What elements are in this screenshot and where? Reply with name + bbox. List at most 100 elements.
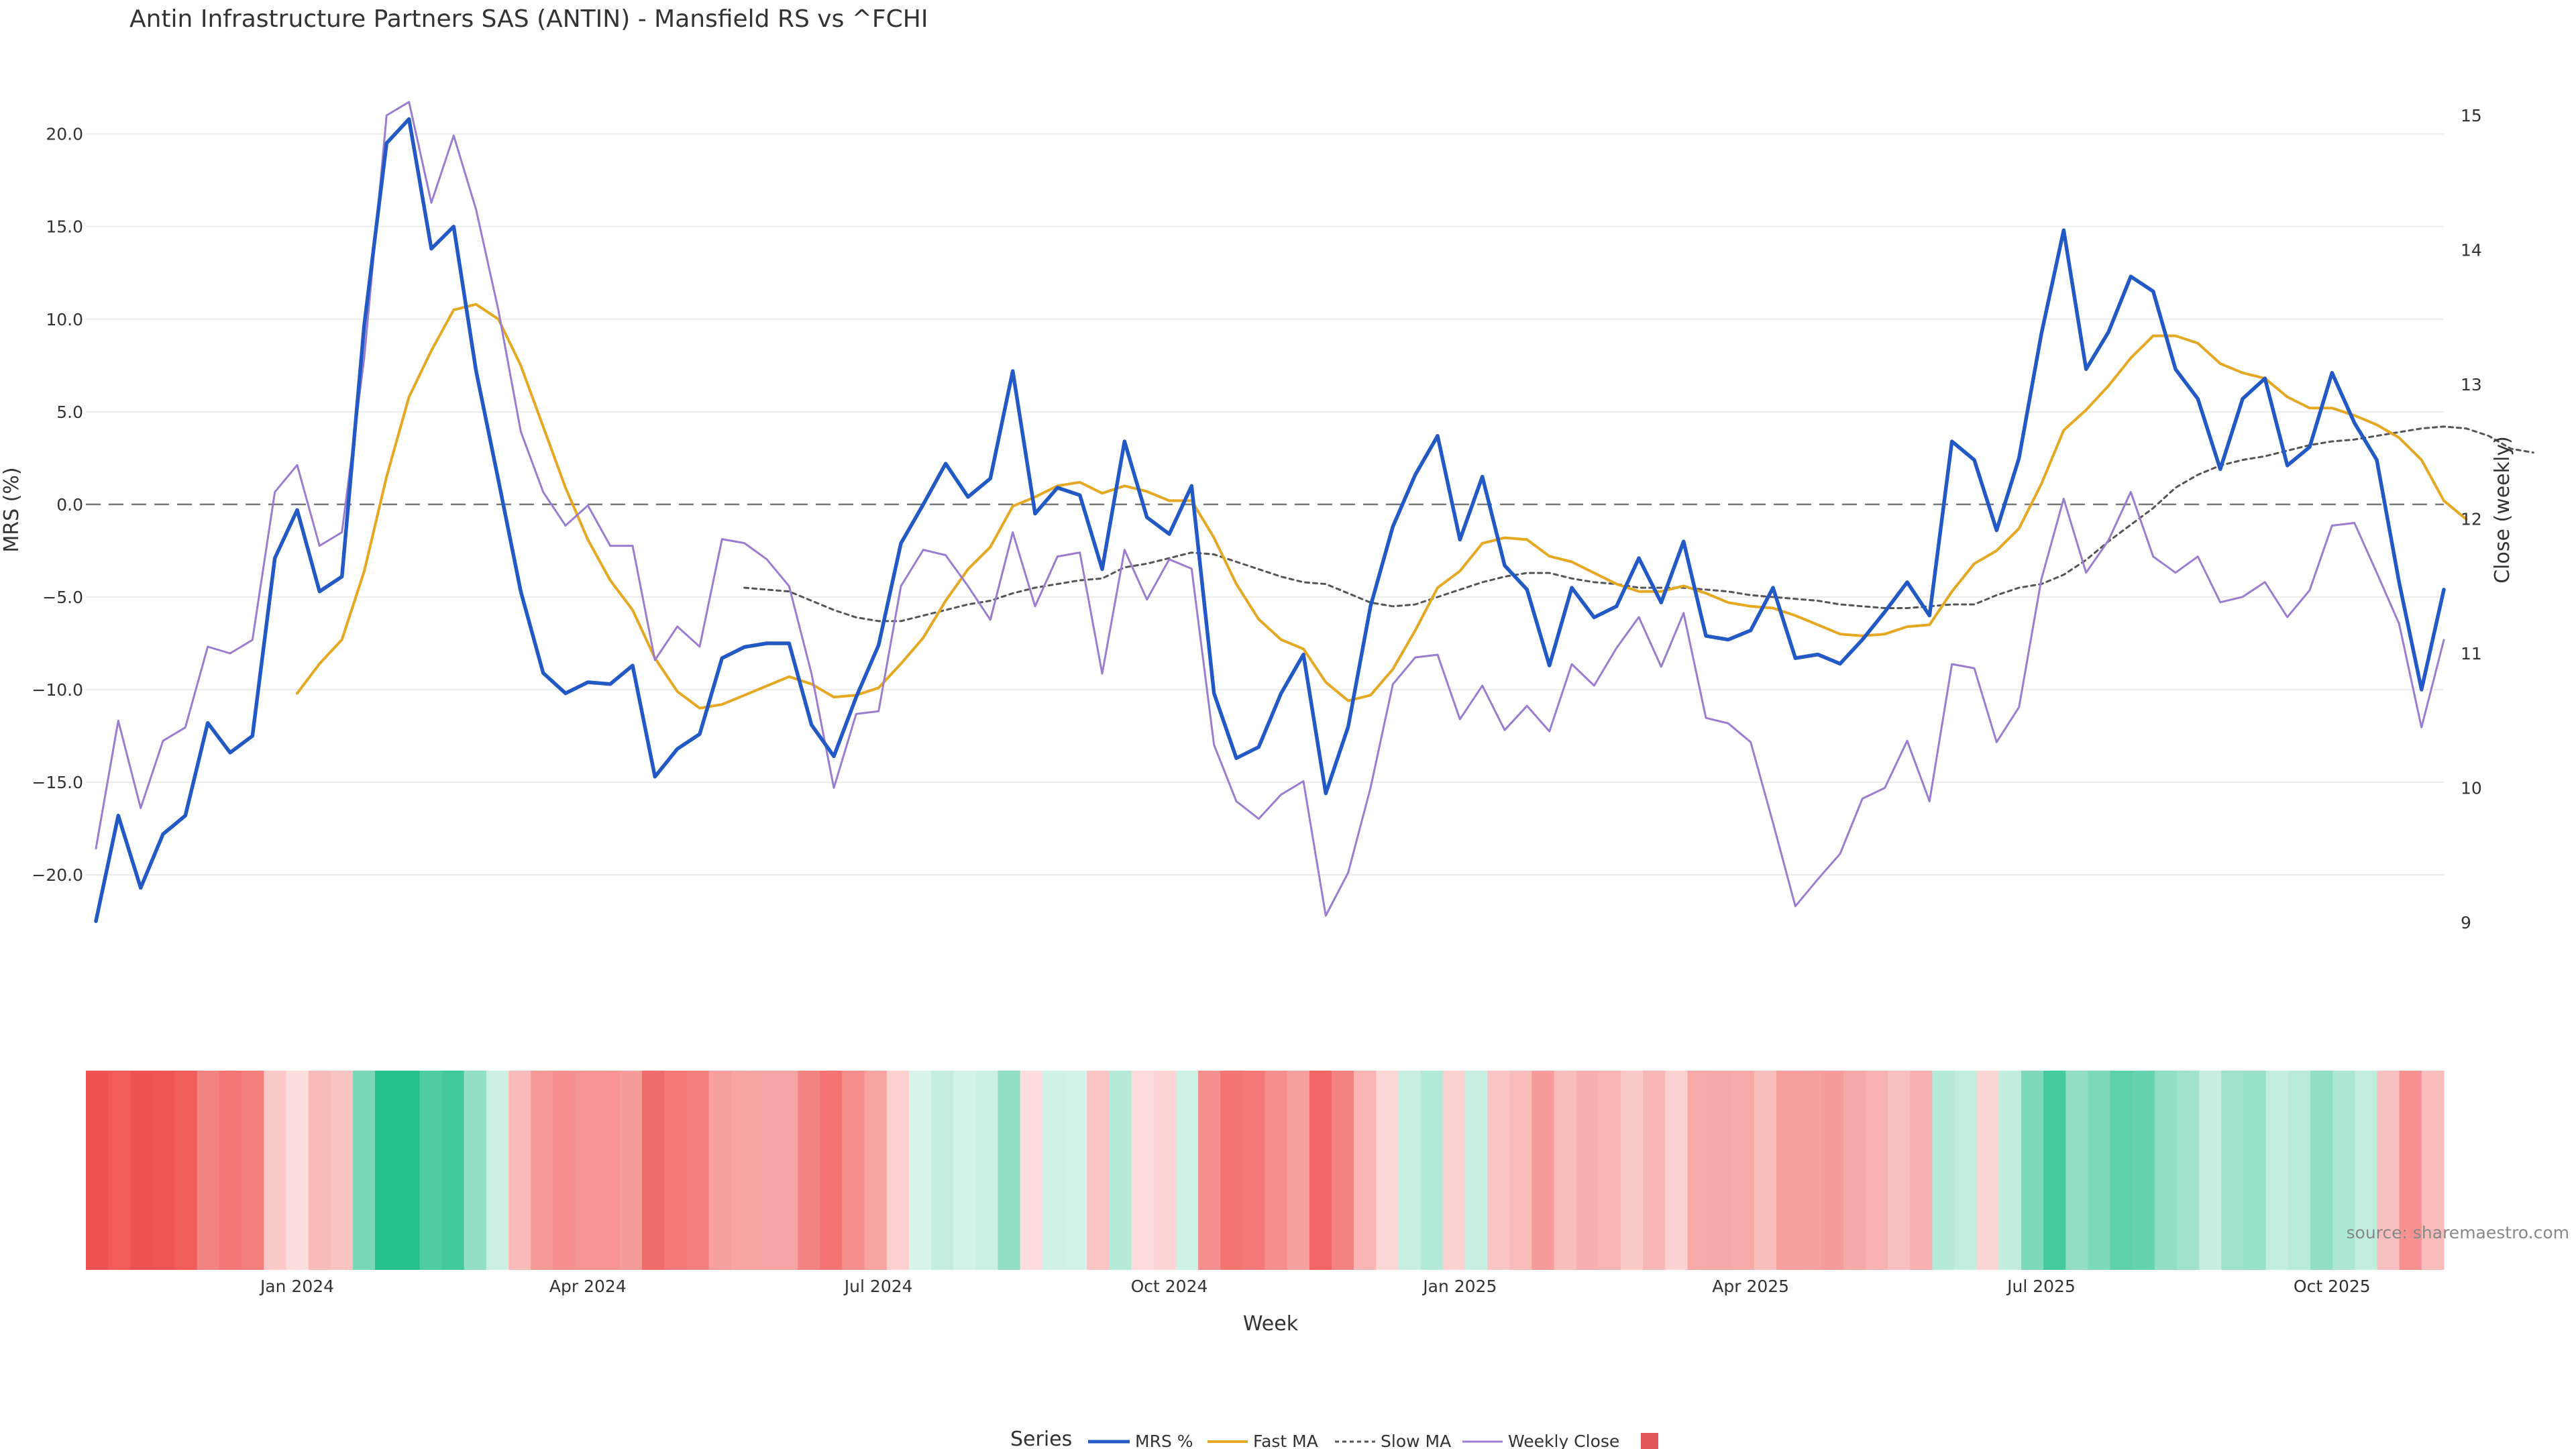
heatmap-cell [998,1071,1021,1270]
y-left-tick-label: −5.0 [42,588,83,607]
heatmap-cell [286,1071,309,1270]
heatmap-cell [2355,1071,2378,1270]
heatmap-cell [264,1071,287,1270]
y-right-tick-label: 13 [2461,375,2482,394]
x-tick-label: Jan 2025 [1421,1277,1497,1296]
slow-ma-series [743,425,2534,623]
heatmap-cell [1042,1071,1065,1270]
heatmap-cell [86,1071,109,1270]
heatmap-cell [1131,1071,1155,1270]
heatmap-cell [1554,1071,1577,1270]
x-tick-label: Jan 2024 [259,1277,334,1296]
y-right-tick-labels: 15 14 13 12 11 10 9 [2461,106,2482,932]
heatmap-cell [753,1071,776,1270]
heatmap-cell [241,1071,264,1270]
legend-label-mrs: MRS % [1135,1432,1193,1449]
legend-item-mrs[interactable]: MRS % [1088,1432,1193,1449]
y-left-tick-label: 5.0 [56,402,83,422]
y-left-tick-label: −20.0 [32,865,83,885]
heatmap-cell [441,1071,465,1270]
x-tick-labels: Jan 2024 Apr 2024 Jul 2024 Oct 2024 Jan 2025… [259,1277,2371,1296]
heatmap-cell [975,1071,999,1270]
y-left-tick-label: 10.0 [46,310,83,329]
heatmap-cell [2265,1071,2289,1270]
heatmap-cell [486,1071,509,1270]
heatmap-cell [886,1071,910,1270]
x-tick-label: Apr 2024 [549,1277,627,1296]
series-line [743,425,2534,623]
x-tick-label: Jul 2024 [843,1277,913,1296]
heatmap-cell [664,1071,687,1270]
heatmap-cell [1354,1071,1377,1270]
heatmap-cell [2154,1071,2178,1270]
legend-label-slow-ma: Slow MA [1381,1432,1451,1449]
heatmap-cell [2421,1071,2445,1270]
heatmap-cell [1087,1071,1110,1270]
x-tick-label: Apr 2025 [1712,1277,1789,1296]
y-right-tick-label: 11 [2461,644,2482,663]
series-line [94,117,2446,923]
legend-item-heat-band[interactable] [1641,1433,1658,1449]
heatmap-cell [108,1071,131,1270]
heatmap-cell [2132,1071,2155,1270]
heatmap-cell [731,1071,754,1270]
heatmap-cell [2243,1071,2267,1270]
heatmap-cell [2310,1071,2333,1270]
heatmap-cell [1487,1071,1510,1270]
series-line [296,303,2468,710]
heatmap-cell [619,1071,643,1270]
heatmap-cell [597,1071,621,1270]
heatmap-cell [1776,1071,1799,1270]
legend-item-fast-ma[interactable]: Fast MA [1208,1432,1318,1449]
legend-label-fast-ma: Fast MA [1253,1432,1318,1449]
heatmap-cell [1265,1071,1288,1270]
heatmap-cell [931,1071,954,1270]
heatmap-cell [1932,1071,1955,1270]
heatmap-cell [1309,1071,1332,1270]
heatmap-cell [2043,1071,2066,1270]
heatmap-cell [1821,1071,1844,1270]
y-right-tick-label: 14 [2461,241,2482,260]
heatmap-cell [330,1071,354,1270]
heatmap-cell [375,1071,398,1270]
heatmap-cell [1843,1071,1866,1270]
legend-item-slow-ma[interactable]: Slow MA [1335,1432,1451,1449]
heatmap-cell [1220,1071,1243,1270]
heatmap-cell [1109,1071,1132,1270]
heatmap-cell [1509,1071,1533,1270]
heatmap-cell [642,1071,665,1270]
heatmap-cell [2377,1071,2400,1270]
y-left-tick-label: 20.0 [46,125,83,144]
heatmap-cell [2199,1071,2222,1270]
heatmap-cell [2177,1071,2200,1270]
weekly-close-series [95,101,2445,917]
heatmap-cell [1687,1071,1711,1270]
heatmap-cell [397,1071,421,1270]
y-left-tick-label: −10.0 [32,680,83,700]
y-right-tick-label: 9 [2461,913,2471,932]
heatmap-cell [864,1071,888,1270]
heatmap-cell [820,1071,843,1270]
heatmap-cell [2088,1071,2111,1270]
legend-item-weekly-close[interactable]: Weekly Close [1462,1432,1619,1449]
heatmap-cell [686,1071,710,1270]
heatmap-cell [308,1071,331,1270]
heatmap-cell [2399,1071,2422,1270]
y-right-tick-label: 10 [2461,779,2482,798]
heatmap-cell [2288,1071,2311,1270]
legend-swatch-heat-band [1641,1433,1658,1449]
heatmap-cell [219,1071,242,1270]
heatmap-cell [1976,1071,2000,1270]
source-note: source: sharemaestro.com [2347,1223,2570,1242]
x-tick-label: Oct 2024 [1131,1277,1208,1296]
heatmap-cell [508,1071,531,1270]
heatmap-cell [1398,1071,1421,1270]
mrs-heatmap-band [86,1071,2445,1270]
heatmap-cell [197,1071,220,1270]
heatmap-cell [575,1071,598,1270]
heatmap-cell [1153,1071,1177,1270]
heatmap-cell [174,1071,198,1270]
heatmap-cell [1998,1071,2022,1270]
heatmap-cell [1420,1071,1444,1270]
